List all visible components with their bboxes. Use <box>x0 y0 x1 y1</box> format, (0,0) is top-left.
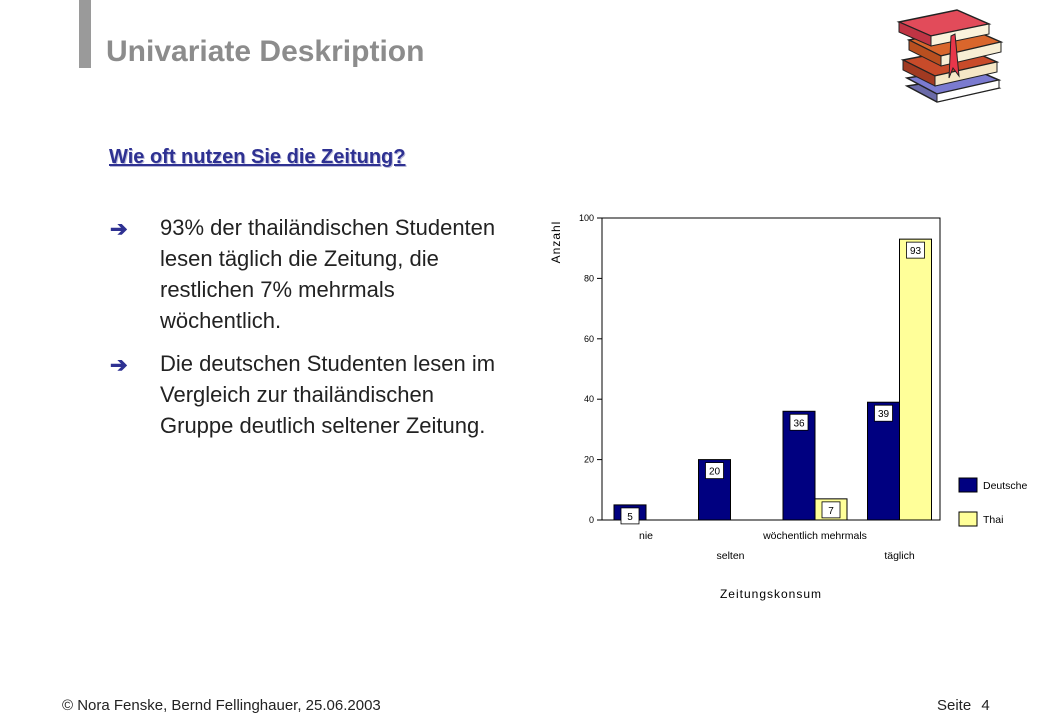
stack-of-books-icon <box>896 9 1004 103</box>
bullet-text: Die deutschen Studenten lesen im Verglei… <box>160 351 496 438</box>
bullet-item: ➔ Die deutschen Studenten lesen im Vergl… <box>110 348 510 441</box>
bar-thai <box>899 238 932 521</box>
data-label-box <box>874 404 893 422</box>
x-axis-label: Zeitungskonsum <box>720 587 822 601</box>
bar-chart: 0 20 40 60 80 100 Anzahl nie 5 selten 20 wöchentlic… <box>549 213 1028 601</box>
bullet-item: ➔ 93% der thailändischen Studenten lesen… <box>110 212 510 336</box>
slide-title: Univariate Deskription <box>106 35 425 68</box>
bullet-text: 93% der thailändischen Studenten lesen t… <box>160 215 496 333</box>
data-label-box <box>705 462 724 480</box>
y-tick-label: 100 <box>579 213 594 223</box>
x-tick-label: nie <box>639 530 653 542</box>
data-label: 39 <box>878 409 890 420</box>
data-label: 93 <box>910 246 922 257</box>
legend-swatch-deutsche <box>958 477 978 493</box>
x-tick-label: wöchentlich mehrmals <box>762 530 867 542</box>
data-label-box <box>821 501 841 519</box>
x-tick-label: selten <box>716 550 744 562</box>
y-tick-label: 40 <box>584 394 594 404</box>
x-tick-label: täglich <box>884 550 915 562</box>
bar-deutsche <box>867 401 900 521</box>
y-tick-label: 60 <box>584 334 594 344</box>
data-label-box <box>789 413 809 431</box>
y-tick-label: 0 <box>589 515 594 525</box>
data-label: 5 <box>627 512 633 523</box>
title-accent-bar <box>79 0 91 68</box>
legend-swatch-thai <box>958 511 978 527</box>
footer-copyright: © Nora Fenske, Bernd Fellinghauer, 25.06… <box>62 697 381 714</box>
right-arrow-icon: ➔ <box>110 354 128 377</box>
data-label: 36 <box>793 418 805 429</box>
data-label: 7 <box>828 506 834 517</box>
data-label-box <box>620 507 640 525</box>
y-tick-label: 80 <box>584 273 594 283</box>
footer-page: Seite 4 <box>937 697 990 714</box>
y-tick-label: 20 <box>584 455 594 465</box>
data-label: 20 <box>709 467 721 478</box>
legend-label: Thai <box>983 514 1003 526</box>
legend-label: Deutsche <box>983 480 1028 492</box>
bullet-list: ➔ 93% der thailändischen Studenten lesen… <box>110 212 510 453</box>
page-number: 4 <box>981 697 990 714</box>
page-label: Seite <box>937 697 972 714</box>
right-arrow-icon: ➔ <box>110 218 128 241</box>
survey-question: Wie oft nutzen Sie die Zeitung? <box>109 146 406 168</box>
y-axis-label: Anzahl <box>549 221 563 264</box>
data-label-box <box>906 241 925 259</box>
